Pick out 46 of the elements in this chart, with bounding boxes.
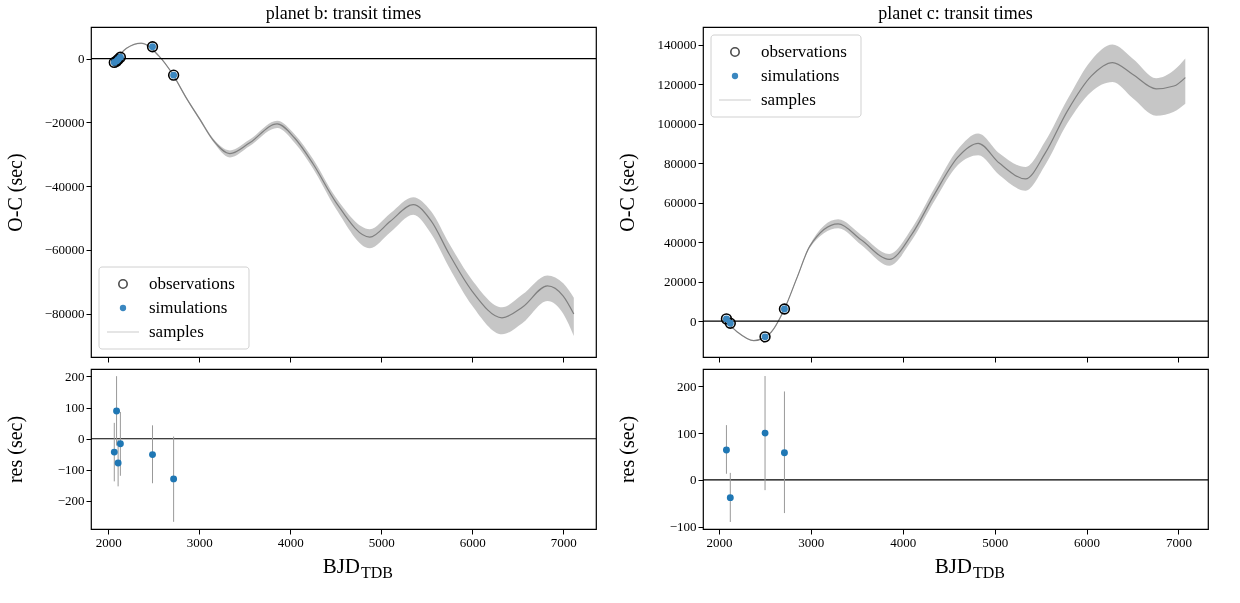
y-tick-label: −100 [669,519,697,535]
x-tick-label: 7000 [550,534,577,550]
y-tick-label: 100 [677,425,697,441]
y-tick-label: −60000 [44,242,85,258]
y-tick-label: 0 [78,431,85,447]
y-tick-label: 0 [690,472,697,488]
x-tick-label: 2000 [706,534,733,550]
x-tick-label: 4000 [890,534,917,550]
y-axis-title: res (sec) [615,415,639,484]
x-tick-label: 7000 [1165,534,1192,550]
y-tick-label: −200 [57,493,85,509]
x-tick-label: 5000 [982,534,1009,550]
x-tick-label: 6000 [459,534,486,550]
y-tick-label: −40000 [44,178,85,194]
y-axis-title: O-C (sec) [3,153,27,232]
legend-label: observations [149,274,235,293]
legend-label: samples [761,90,816,109]
x-tick-label: 3000 [798,534,825,550]
y-tick-label: 0 [690,313,697,329]
legend-label: simulations [761,66,840,85]
y-tick-label: 120000 [657,76,697,92]
chart-title: planet c: transit times [878,3,1033,23]
y-tick-label: −100 [57,462,85,478]
x-tick-label: 5000 [368,534,395,550]
y-tick-label: 0 [78,51,85,67]
y-tick-label: 20000 [664,274,697,290]
x-tick-label: 2000 [95,534,122,550]
x-tick-label: 3000 [186,534,213,550]
legend-label: samples [149,322,204,341]
y-tick-label: 80000 [664,155,697,171]
y-tick-label: 200 [677,378,697,394]
y-tick-label: −20000 [44,114,85,130]
legend-label: observations [761,42,847,61]
chart-title: planet b: transit times [265,3,422,23]
x-tick-label: 4000 [277,534,304,550]
y-tick-label: −80000 [44,306,85,322]
y-tick-label: 200 [65,368,85,384]
y-tick-label: 100000 [657,116,697,132]
x-tick-label: 6000 [1074,534,1101,550]
y-axis-title: O-C (sec) [615,153,639,232]
y-axis-title: res (sec) [3,415,27,484]
y-tick-label: 100 [65,400,85,416]
legend-label: simulations [149,298,228,317]
y-tick-label: 40000 [664,234,697,250]
y-tick-label: 60000 [664,195,697,211]
y-tick-label: 140000 [657,37,697,53]
